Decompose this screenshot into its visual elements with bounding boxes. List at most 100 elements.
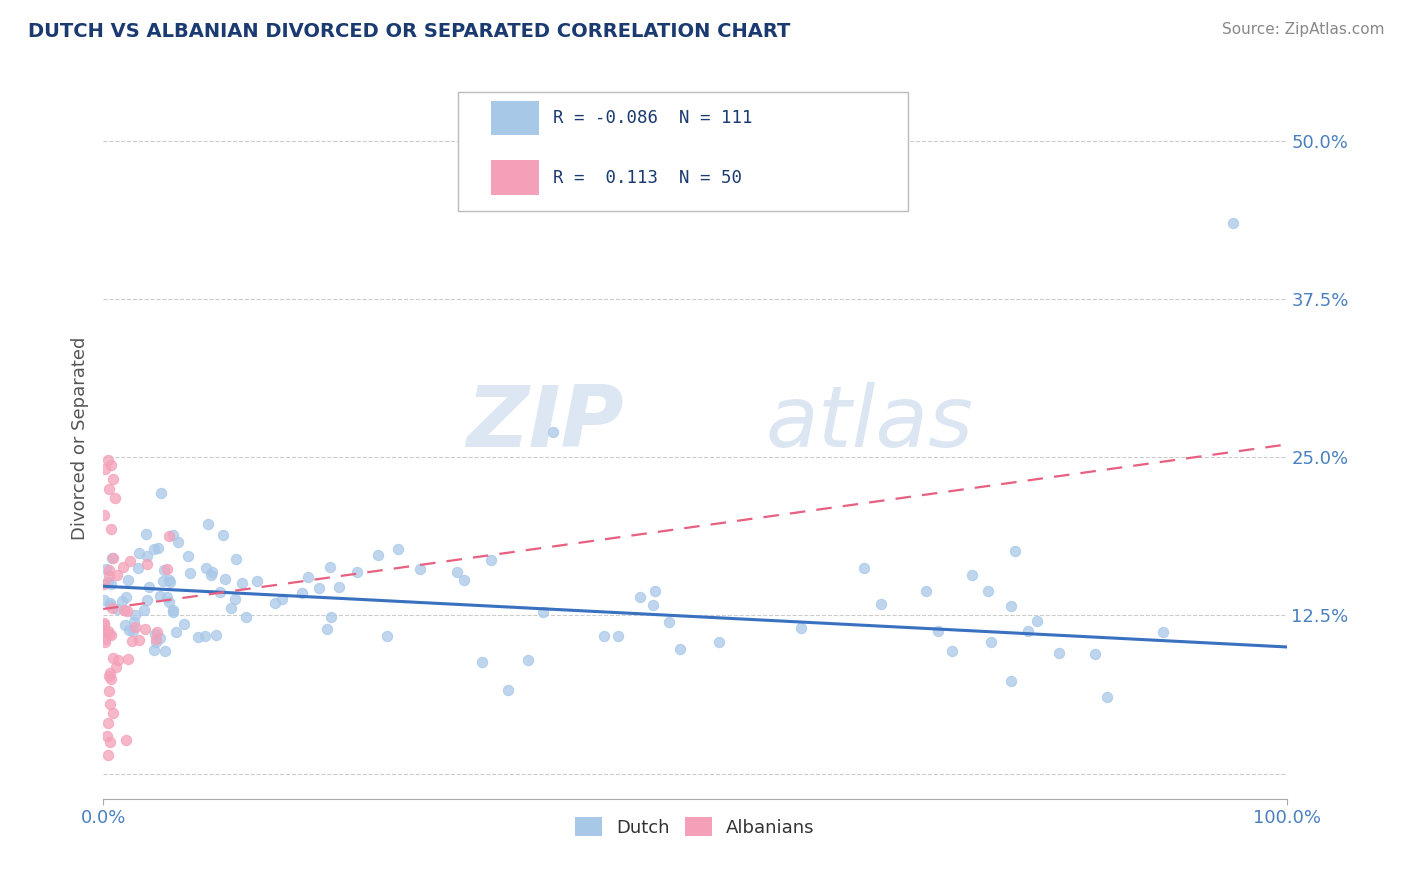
Point bbox=[111, 560, 134, 574]
Point bbox=[157, 595, 180, 609]
Point bbox=[264, 596, 287, 610]
Point bbox=[367, 548, 389, 562]
Bar bbox=[491, 161, 538, 195]
Point bbox=[162, 605, 184, 619]
Point bbox=[121, 624, 143, 638]
Point bbox=[235, 610, 257, 624]
Point bbox=[593, 629, 616, 643]
Point bbox=[101, 472, 124, 486]
Point bbox=[94, 635, 117, 649]
Point bbox=[187, 630, 209, 644]
Point bbox=[976, 584, 998, 599]
Point bbox=[224, 592, 246, 607]
Point bbox=[628, 591, 651, 605]
Point bbox=[162, 603, 184, 617]
Point bbox=[134, 622, 156, 636]
Point bbox=[152, 563, 174, 577]
Point bbox=[319, 560, 342, 574]
Point bbox=[117, 604, 139, 618]
Point bbox=[149, 589, 172, 603]
Point bbox=[1000, 673, 1022, 688]
Point bbox=[346, 566, 368, 580]
Point bbox=[128, 546, 150, 560]
Text: DUTCH VS ALBANIAN DIVORCED OR SEPARATED CORRELATION CHART: DUTCH VS ALBANIAN DIVORCED OR SEPARATED … bbox=[28, 22, 790, 41]
Point bbox=[149, 631, 172, 645]
Point bbox=[117, 624, 139, 638]
Point bbox=[117, 652, 139, 666]
Point bbox=[870, 597, 893, 611]
Point bbox=[157, 573, 180, 587]
Point bbox=[100, 458, 122, 472]
Point bbox=[98, 596, 121, 610]
Point bbox=[124, 619, 146, 633]
Point bbox=[1047, 646, 1070, 660]
Point bbox=[143, 626, 166, 640]
Point bbox=[93, 618, 115, 632]
Point bbox=[105, 659, 128, 673]
Point bbox=[316, 622, 339, 636]
Point bbox=[145, 625, 167, 640]
Point bbox=[136, 549, 159, 563]
Point bbox=[134, 603, 156, 617]
Point bbox=[145, 635, 167, 649]
Point bbox=[96, 729, 118, 743]
Point bbox=[197, 516, 219, 531]
Point bbox=[98, 568, 121, 582]
Point bbox=[159, 574, 181, 589]
Point bbox=[212, 527, 235, 541]
Point bbox=[114, 618, 136, 632]
Point bbox=[446, 565, 468, 579]
Point bbox=[152, 574, 174, 588]
Point bbox=[1026, 614, 1049, 628]
Point bbox=[97, 747, 120, 762]
Point bbox=[98, 684, 121, 698]
Point bbox=[156, 590, 179, 604]
Point bbox=[173, 616, 195, 631]
Point bbox=[135, 593, 157, 607]
Point bbox=[668, 642, 690, 657]
Text: R = -0.086  N = 111: R = -0.086 N = 111 bbox=[553, 109, 752, 127]
Point bbox=[98, 697, 121, 711]
Point bbox=[93, 576, 115, 591]
Point bbox=[177, 549, 200, 563]
Point bbox=[100, 627, 122, 641]
Point bbox=[100, 577, 122, 591]
Point bbox=[1004, 544, 1026, 558]
Point bbox=[107, 652, 129, 666]
Point bbox=[98, 563, 121, 577]
Point bbox=[104, 491, 127, 505]
Point bbox=[707, 635, 730, 649]
Point bbox=[1152, 625, 1174, 640]
Legend: Dutch, Albanians: Dutch, Albanians bbox=[568, 810, 823, 844]
Point bbox=[194, 560, 217, 574]
Point bbox=[531, 606, 554, 620]
Point bbox=[98, 627, 121, 641]
Point bbox=[97, 715, 120, 730]
Point bbox=[209, 585, 232, 599]
Point bbox=[135, 527, 157, 541]
Point bbox=[225, 552, 247, 566]
Text: R =  0.113  N = 50: R = 0.113 N = 50 bbox=[553, 169, 742, 186]
FancyBboxPatch shape bbox=[458, 92, 908, 211]
Point bbox=[852, 561, 875, 575]
Point bbox=[606, 629, 628, 643]
Point bbox=[146, 541, 169, 555]
Point bbox=[97, 452, 120, 467]
Point bbox=[319, 609, 342, 624]
Point bbox=[1017, 624, 1039, 638]
Y-axis label: Divorced or Separated: Divorced or Separated bbox=[72, 336, 89, 540]
Point bbox=[103, 650, 125, 665]
Point bbox=[145, 632, 167, 646]
Point bbox=[98, 482, 121, 496]
Point bbox=[138, 580, 160, 594]
Text: ZIP: ZIP bbox=[467, 382, 624, 466]
Point bbox=[100, 522, 122, 536]
Point bbox=[115, 590, 138, 604]
Point bbox=[93, 632, 115, 646]
Point bbox=[93, 624, 115, 639]
Point bbox=[387, 542, 409, 557]
Point bbox=[112, 603, 135, 617]
Point bbox=[201, 565, 224, 579]
Point bbox=[915, 584, 938, 599]
Point bbox=[167, 535, 190, 549]
